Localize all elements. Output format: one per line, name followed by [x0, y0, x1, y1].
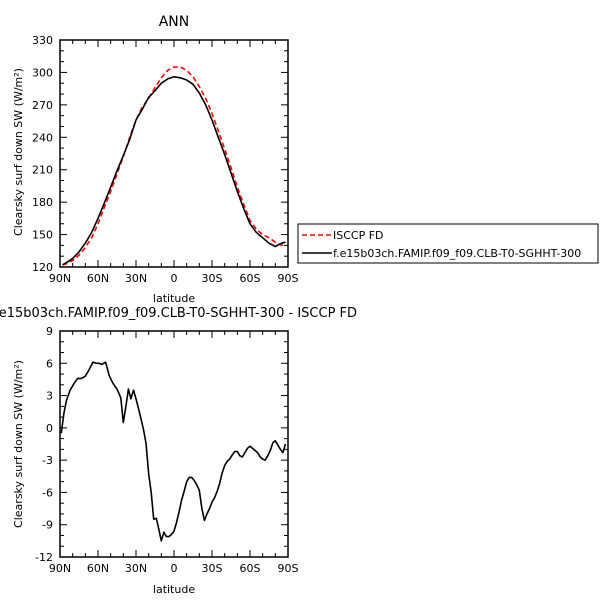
top-x-tick-label: 60N — [87, 272, 109, 285]
bottom-y-tick-label: 3 — [46, 390, 53, 403]
top-y-tick-label: 120 — [32, 261, 53, 274]
bottom-y-tick-label: -9 — [42, 519, 53, 532]
top-series-line-0 — [62, 66, 286, 266]
top-x-tick-label: 30N — [125, 272, 147, 285]
bottom-x-tick-label: 30N — [125, 562, 147, 575]
top-y-tick-label: 180 — [32, 196, 53, 209]
bottom-x-tick-label: 90S — [278, 562, 299, 575]
top-y-tick-label: 270 — [32, 99, 53, 112]
bottom-chart-x-axis-label: latitude — [153, 583, 195, 596]
bottom-y-tick-label: 9 — [46, 325, 53, 338]
bottom-x-tick-label: 60N — [87, 562, 109, 575]
bottom-x-tick-label: 60S — [240, 562, 261, 575]
legend: ISCCP FD f.e15b03ch.FAMIP.f09_f09.CLB-T0… — [297, 223, 599, 264]
top-chart-x-axis-label: latitude — [153, 292, 195, 305]
top-x-tick-label: 90N — [49, 272, 71, 285]
top-chart-y-axis-label: Clearsky surf down SW (W/m²) — [12, 68, 25, 236]
legend-label-isccp: ISCCP FD — [333, 229, 384, 242]
legend-label-model: f.e15b03ch.FAMIP.f09_f09.CLB-T0-SGHHT-30… — [333, 247, 581, 260]
bottom-chart-title: f.e15b03ch.FAMIP.f09_f09.CLB-T0-SGHHT-30… — [0, 306, 357, 321]
bottom-y-tick-label: -3 — [42, 454, 53, 467]
top-y-tick-label: 300 — [32, 66, 53, 79]
top-series-line-1 — [62, 76, 286, 266]
top-x-tick-label: 90S — [278, 272, 299, 285]
top-y-tick-label: 210 — [32, 164, 53, 177]
top-plot-frame — [59, 39, 289, 268]
top-y-tick-label: 330 — [32, 34, 53, 47]
bottom-plot-frame — [59, 330, 289, 558]
bottom-x-tick-label: 90N — [49, 562, 71, 575]
top-x-tick-label: 30S — [202, 272, 223, 285]
top-x-tick-label: 60S — [240, 272, 261, 285]
bottom-chart-y-axis-label: Clearsky surf down SW (W/m²) — [12, 360, 25, 528]
bottom-y-tick-label: -12 — [35, 551, 53, 564]
top-y-tick-label: 240 — [32, 131, 53, 144]
legend-frame — [297, 223, 599, 264]
bottom-x-tick-label: 30S — [202, 562, 223, 575]
bottom-y-tick-label: 0 — [46, 422, 53, 435]
bottom-y-tick-label: 6 — [46, 357, 53, 370]
top-x-tick-label: 0 — [171, 272, 178, 285]
bottom-x-tick-label: 0 — [171, 562, 178, 575]
bottom-y-tick-label: -6 — [42, 486, 53, 499]
top-chart-title: ANN — [159, 14, 190, 30]
bottom-series-line-0 — [60, 361, 287, 542]
top-y-tick-label: 150 — [32, 229, 53, 242]
